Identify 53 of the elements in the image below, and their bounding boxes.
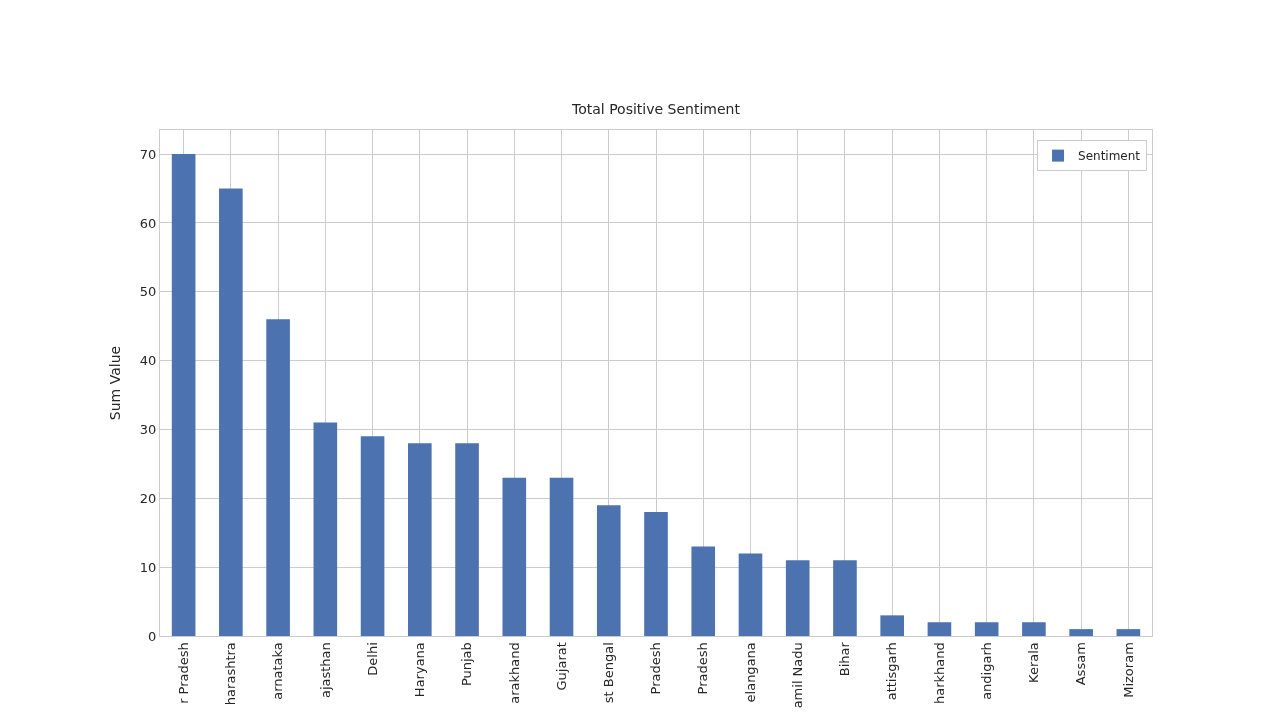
x-tick-label: elangana	[742, 642, 758, 703]
y-tick-label: 70	[139, 146, 157, 162]
x-tick-label: st Bengal	[600, 642, 616, 704]
y-tick-label: 60	[139, 215, 157, 231]
x-tick-label: harashtra	[223, 642, 239, 706]
x-tick-label: arnataka	[270, 642, 286, 700]
y-tick-label: 30	[139, 422, 157, 438]
bar	[785, 560, 810, 636]
bar	[171, 154, 196, 636]
bar	[1022, 622, 1046, 636]
x-tick-label: ajasthan	[317, 642, 333, 699]
x-tick-label: Punjab	[459, 642, 475, 687]
chart-title: Total Positive Sentiment	[571, 101, 741, 117]
y-tick-label: 50	[139, 284, 157, 300]
x-tick-label: Delhi	[364, 642, 380, 676]
x-tick-label: r Pradesh	[175, 642, 191, 704]
bar	[644, 512, 668, 636]
bar	[1116, 629, 1141, 636]
bar	[691, 546, 716, 636]
y-tick-label: 20	[139, 490, 157, 506]
x-tick-label: Pradesh	[695, 642, 711, 695]
bar	[880, 615, 904, 636]
x-tick-label: Haryana	[412, 642, 428, 698]
y-tick-label: 40	[139, 353, 157, 369]
x-tick-label: Gujarat	[553, 642, 569, 691]
x-tick-label: Mizoram	[1120, 642, 1136, 698]
bar	[455, 443, 479, 636]
x-tick-label: Bihar	[837, 641, 853, 677]
bar	[974, 622, 999, 636]
x-tick-label: amil Nadu	[789, 642, 805, 709]
x-tick-label: harkhand	[931, 642, 947, 704]
x-tick-label: Pradesh	[648, 642, 664, 695]
x-tick-label: Kerala	[1026, 642, 1042, 683]
bar	[219, 188, 243, 636]
legend-label: Sentiment	[1078, 149, 1141, 164]
bar	[833, 560, 857, 636]
y-axis-title: Sum Value	[107, 345, 124, 421]
x-tick-label: arakhand	[506, 642, 522, 704]
bar	[1069, 629, 1093, 636]
bar	[596, 505, 621, 636]
bar	[408, 443, 432, 636]
x-tick-label: Assam	[1073, 642, 1089, 686]
bar	[738, 553, 763, 636]
bar	[927, 622, 952, 636]
bar	[360, 436, 385, 636]
y-tick-label: 10	[139, 559, 157, 575]
bar	[313, 422, 338, 636]
x-tick-label: attisgarh	[884, 642, 900, 701]
y-tick-label: 0	[148, 628, 157, 644]
bar	[266, 319, 290, 636]
bar	[502, 477, 527, 636]
bar	[549, 477, 574, 636]
x-tick-label: andigarh	[978, 642, 994, 700]
